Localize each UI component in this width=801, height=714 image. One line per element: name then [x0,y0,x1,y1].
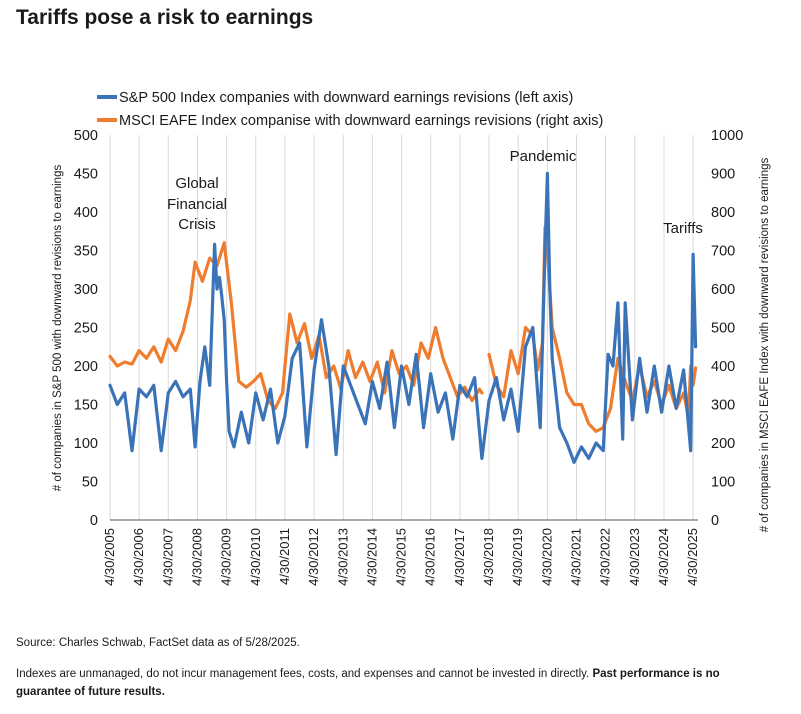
y-right-tick-label: 300 [711,398,735,414]
y-left-tick-label: 350 [74,244,98,260]
x-tick-label: 4/30/2012 [306,528,321,586]
x-tick-label: 4/30/2024 [656,528,671,586]
x-tick-label: 4/30/2005 [102,528,117,586]
y-right-tick-label: 100 [711,475,735,491]
x-tick-label: 4/30/2006 [131,528,146,586]
x-tick-label: 4/30/2016 [423,528,438,586]
disclaimer-note: Indexes are unmanaged, do not incur mana… [16,666,776,702]
y-right-tick-label: 200 [711,436,735,452]
y-right-tick-label: 0 [711,513,719,529]
y-right-axis-title: # of companies in MSCI EAFE Index with d… [759,157,771,532]
legend-label: S&P 500 Index companies with downward ea… [119,90,573,106]
y-left-tick-label: 150 [74,398,98,414]
msci-eafe-series-line [108,241,484,410]
annotation-label: Tariffs [663,220,703,237]
y-left-tick-label: 450 [74,167,98,183]
legend-label: MSCI EAFE Index companise with downward … [119,113,603,129]
x-tick-label: 4/30/2015 [394,528,409,586]
x-tick-label: 4/30/2018 [481,528,496,586]
y-left-tick-label: 200 [74,359,98,375]
disclaimer-text: Indexes are unmanaged, do not incur mana… [16,668,590,680]
x-tick-label: 4/30/2010 [248,528,263,586]
x-tick-label: 4/30/2007 [160,528,175,586]
chart-title: Tariffs pose a risk to earnings [16,6,314,29]
y-left-tick-label: 300 [74,282,98,298]
annotation-label: Financial [167,196,227,213]
x-tick-label: 4/30/2021 [569,528,584,586]
y-left-tick-label: 50 [82,475,98,491]
x-tick-label: 4/30/2025 [685,528,700,586]
chart-svg: 4/30/2005 4/30/2006 4/30/2007 4/30/2008 4/30… [52,90,771,586]
x-tick-label: 4/30/2022 [598,528,613,586]
y-left-tick-label: 0 [90,513,98,529]
source-note: Source: Charles Schwab, FactSet data as … [16,637,300,649]
y-left-tick-label: 250 [74,321,98,337]
y-left-tick-label: 400 [74,205,98,221]
x-tick-label: 4/30/2023 [627,528,642,586]
y-right-tick-label: 900 [711,167,735,183]
x-tick-label: 4/30/2013 [335,528,350,586]
y-right-tick-label: 400 [711,359,735,375]
y-right-tick-label: 500 [711,321,735,337]
plot-area: 4/30/2005 4/30/2006 4/30/2007 4/30/2008 4/30… [52,90,771,586]
annotation-label: Pandemic [510,148,577,165]
msci-eafe-series-line [487,225,698,433]
y-right-tick-label: 600 [711,282,735,298]
annotation-label: Crisis [178,216,216,233]
x-tick-label: 4/30/2019 [510,528,525,586]
x-tick-label: 4/30/2020 [539,528,554,586]
y-right-tick-label: 800 [711,205,735,221]
y-left-tick-label: 500 [74,128,98,144]
x-tick-label: 4/30/2011 [277,528,292,585]
y-left-tick-label: 100 [74,436,98,452]
y-right-tick-label: 700 [711,244,735,260]
y-right-tick-label: 1000 [711,128,743,144]
y-left-axis-title: # of companies in S&P 500 with downward … [52,165,64,492]
x-tick-label: 4/30/2017 [452,528,467,586]
x-tick-label: 4/30/2014 [364,528,379,586]
disclaimer-bold-text: Past performance is no guarantee of futu… [16,668,720,698]
x-tick-label: 4/30/2009 [219,528,234,586]
sp500-series-line [108,171,698,464]
x-tick-label: 4/30/2008 [189,528,204,586]
annotation-label: Global [175,175,218,192]
